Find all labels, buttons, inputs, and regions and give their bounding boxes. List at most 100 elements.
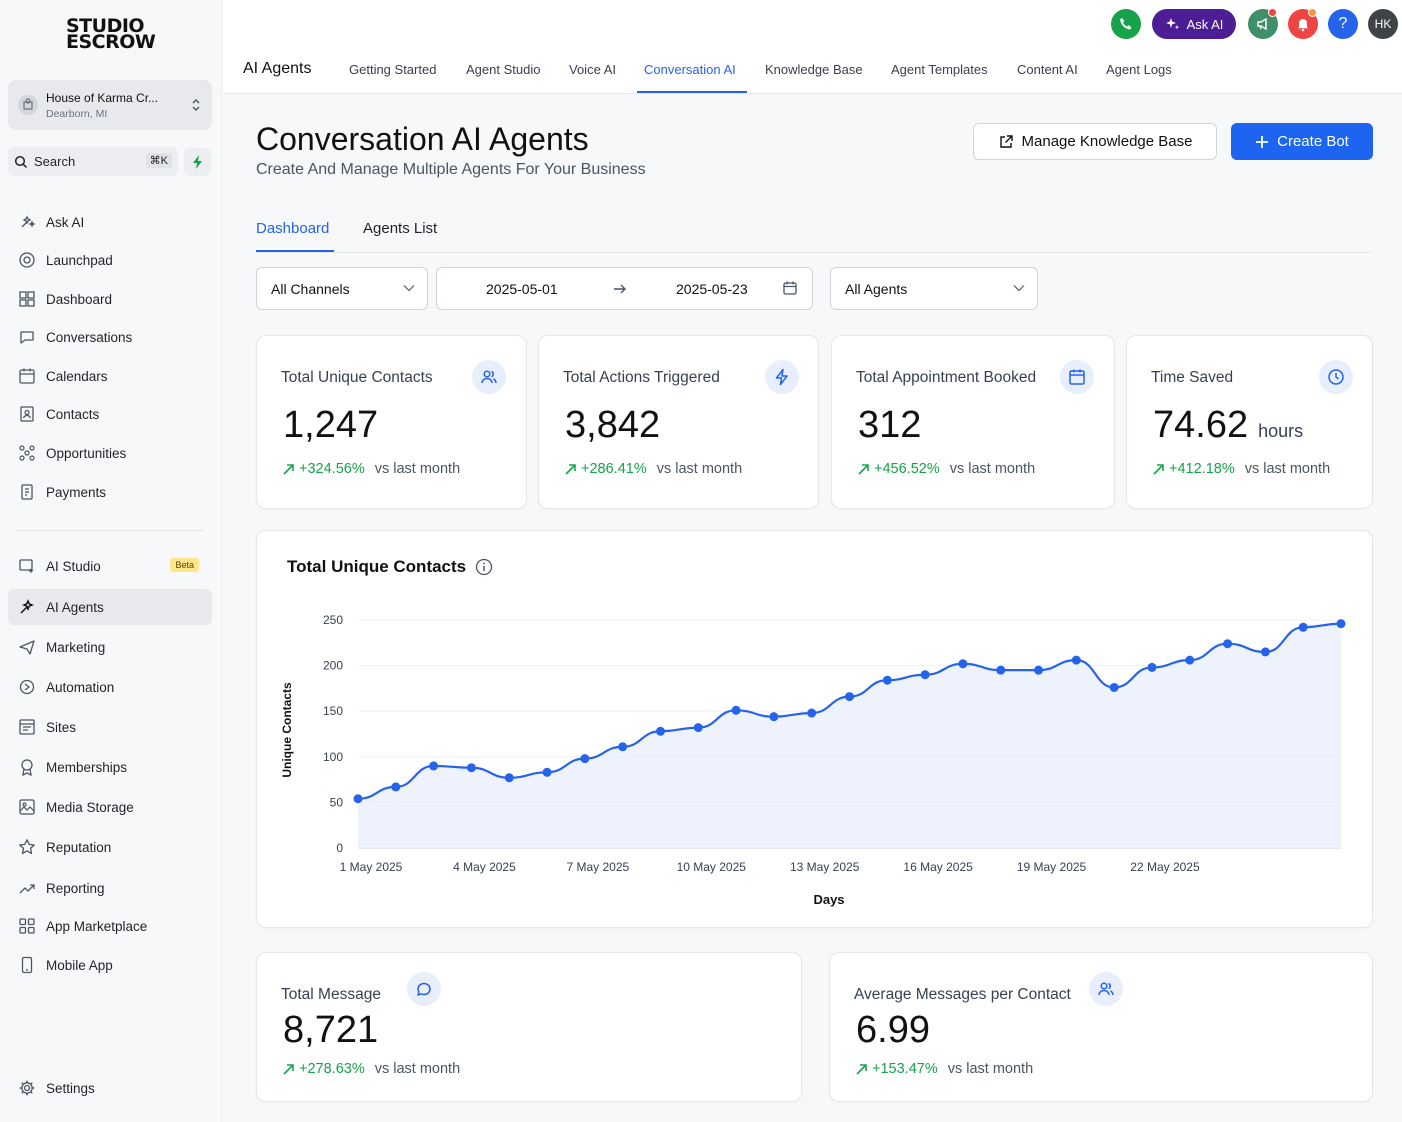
sidebar-item-calendars[interactable]: Calendars — [8, 358, 212, 394]
star-icon — [17, 837, 37, 857]
ask-ai-label: Ask AI — [1186, 16, 1224, 32]
sidebar-item-label: Mobile App — [46, 957, 113, 973]
chart-card: Total Unique Contacts 0 50 100 150 200 250 1 M… — [256, 530, 1373, 928]
tab-getting-started[interactable]: Getting Started — [349, 62, 437, 77]
bell-icon — [1297, 19, 1309, 32]
trend-up-icon — [283, 1063, 294, 1075]
sidebar-item-label: Opportunities — [46, 445, 127, 461]
bolt-icon — [193, 155, 202, 169]
clock-icon — [1319, 360, 1353, 394]
x-tick-label: 16 May 2025 — [903, 860, 973, 874]
sidebar-item-opportunities[interactable]: Opportunities — [8, 435, 212, 471]
stat-change-caption: vs last month — [374, 1061, 461, 1077]
sidebar-item-reporting[interactable]: Reporting — [8, 870, 212, 906]
stat-unit: hours — [1258, 421, 1304, 441]
sidebar-item-label: Automation — [46, 679, 115, 695]
stat-card-total-appointment-booked: Total Appointment Booked 312 +456.52% vs la… — [831, 335, 1115, 509]
tab-dashboard[interactable]: Dashboard — [256, 220, 330, 237]
reporting-icon — [17, 878, 37, 898]
tab-agent-studio[interactable]: Agent Studio — [466, 62, 541, 77]
sidebar-item-launchpad[interactable]: Launchpad — [8, 242, 212, 278]
stat-change: +456.52% vs last month — [857, 461, 1035, 477]
tab-agent-templates[interactable]: Agent Templates — [891, 62, 988, 77]
ask-ai-button[interactable]: Ask AI — [1152, 9, 1236, 39]
account-switcher[interactable]: House of Karma Cr... Dearborn, MI — [8, 80, 212, 130]
tab-agent-logs[interactable]: Agent Logs — [1106, 62, 1172, 77]
create-bot-button[interactable]: Create Bot — [1231, 123, 1373, 160]
sidebar-item-mobile-app[interactable]: Mobile App — [8, 947, 212, 983]
stat-change: +324.56% vs last month — [282, 461, 460, 477]
sidebar-item-ai-studio[interactable]: AI Studio Beta — [8, 548, 212, 584]
manage-knowledge-base-button[interactable]: Manage Knowledge Base — [973, 123, 1217, 160]
sidebar-item-contacts[interactable]: Contacts — [8, 396, 212, 432]
quick-action-button[interactable] — [184, 148, 211, 176]
sidebar-item-media-storage[interactable]: Media Storage — [8, 789, 212, 825]
account-avatar — [18, 95, 38, 115]
sidebar-item-reputation[interactable]: Reputation — [8, 829, 212, 865]
sidebar-item-label: Memberships — [46, 759, 128, 775]
sidebar-item-automation[interactable]: Automation — [8, 669, 212, 705]
stat-value: 8,721 — [283, 1009, 379, 1051]
search-label: Search — [34, 154, 76, 169]
building-icon — [23, 98, 33, 110]
tab-agents-list[interactable]: Agents List — [363, 220, 438, 237]
data-point — [882, 675, 892, 685]
stat-change-caption: vs last month — [949, 461, 1036, 477]
sidebar-item-app-marketplace[interactable]: App Marketplace — [8, 908, 212, 944]
sidebar-item-conversations[interactable]: Conversations — [8, 319, 212, 355]
sidebar-item-payments[interactable]: Payments — [8, 474, 212, 510]
users-icon — [472, 360, 506, 394]
logo: STUDIO ESCROW — [66, 17, 156, 52]
sidebar-item-memberships[interactable]: Memberships — [8, 749, 212, 785]
phone-button[interactable] — [1111, 9, 1141, 39]
y-tick-label: 0 — [336, 841, 343, 855]
date-from: 2025-05-01 — [486, 281, 558, 297]
sidebar-item-label: Launchpad — [46, 252, 113, 268]
bolt-icon — [765, 360, 799, 394]
tab-conversation-ai[interactable]: Conversation AI — [644, 62, 736, 77]
contacts-icon — [17, 404, 37, 424]
stat-change: +153.47% vs last month — [855, 1061, 1033, 1077]
date-range-picker[interactable]: 2025-05-01 2025-05-23 — [436, 267, 813, 310]
x-tick-label: 7 May 2025 — [566, 860, 629, 874]
beta-badge: Beta — [170, 558, 199, 572]
y-tick-label: 100 — [323, 750, 343, 764]
stat-value: 1,247 — [283, 404, 379, 446]
tab-content-ai[interactable]: Content AI — [1017, 62, 1078, 77]
stat-change: +278.63% vs last month — [282, 1061, 460, 1077]
opportunities-icon — [17, 443, 37, 463]
users-icon — [1089, 972, 1123, 1006]
chevron-down-icon — [1013, 284, 1025, 292]
tab-voice-ai[interactable]: Voice AI — [569, 62, 616, 77]
notifications-button[interactable] — [1288, 8, 1318, 39]
search-input[interactable]: Search ⌘K — [8, 147, 178, 176]
sidebar-item-ai-agents[interactable]: AI Agents — [8, 589, 212, 625]
sidebar-item-settings[interactable]: Settings — [8, 1070, 212, 1106]
stat-change: +412.18% vs last month — [1152, 461, 1330, 477]
data-point — [353, 794, 363, 804]
stat-card-total-unique-contacts: Total Unique Contacts 1,247 +324.56% vs las… — [256, 335, 527, 509]
sidebar-item-dashboard[interactable]: Dashboard — [8, 281, 212, 317]
channel-select[interactable]: All Channels — [256, 267, 428, 310]
agents-select[interactable]: All Agents — [830, 267, 1038, 310]
sidebar-item-ask-ai[interactable]: Ask AI — [8, 204, 212, 240]
user-avatar[interactable]: HK — [1368, 9, 1398, 39]
announcements-button[interactable] — [1248, 8, 1278, 39]
data-point — [391, 782, 401, 792]
chevron-updown-icon — [190, 97, 202, 113]
main-content: Conversation AI Agents Create And Manage… — [223, 95, 1402, 1122]
data-point — [580, 754, 590, 764]
page-title: Conversation AI Agents — [256, 121, 589, 157]
info-icon[interactable] — [475, 558, 493, 576]
sidebar-item-sites[interactable]: Sites — [8, 709, 212, 745]
sidebar-item-label: Reporting — [46, 880, 105, 896]
sidebar-item-label: Media Storage — [46, 799, 134, 815]
tab-knowledge-base[interactable]: Knowledge Base — [765, 62, 863, 77]
data-point — [996, 665, 1006, 675]
sidebar-item-label: Sites — [46, 719, 77, 735]
help-button[interactable]: ? — [1328, 9, 1358, 39]
sidebar-item-marketing[interactable]: Marketing — [8, 629, 212, 665]
chart-title: Total Unique Contacts — [287, 557, 467, 576]
trend-up-icon — [283, 463, 294, 475]
x-tick-label: 1 May 2025 — [340, 860, 403, 874]
